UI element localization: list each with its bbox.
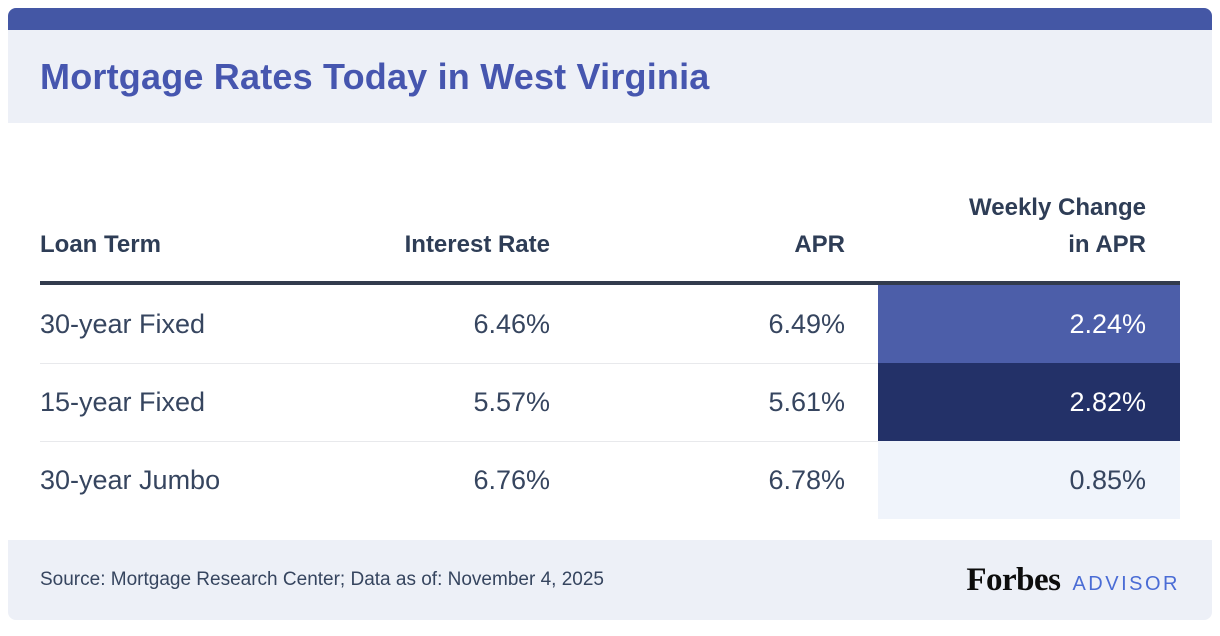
- column-header-apr: APR: [794, 230, 845, 258]
- apr-value: 6.78%: [768, 464, 845, 495]
- loan-term-value: 15-year Fixed: [40, 386, 206, 417]
- forbes-advisor-logo: Forbes ADVISOR: [966, 562, 1180, 599]
- table-row: 30-year Fixed 6.46% 6.49% 2.24%: [40, 285, 1180, 364]
- top-accent-bar: [8, 8, 1212, 30]
- apr-value: 5.61%: [768, 386, 845, 417]
- table-header-row: Loan Term Interest Rate APR Weekly Chang…: [40, 123, 1180, 285]
- interest-rate-value: 6.76%: [473, 464, 550, 495]
- table-row: 15-year Fixed 5.57% 5.61% 2.82%: [40, 363, 1180, 442]
- column-header-interest-rate: Interest Rate: [404, 230, 550, 258]
- column-header-loan-term: Loan Term: [40, 230, 161, 258]
- loan-term-value: 30-year Fixed: [40, 308, 206, 339]
- column-header-weekly-change: Weekly Change in APR: [969, 193, 1146, 258]
- mortgage-rates-card: Mortgage Rates Today in West Virginia Lo…: [0, 8, 1220, 636]
- interest-rate-value: 6.46%: [473, 308, 550, 339]
- apr-value: 6.49%: [768, 308, 845, 339]
- weekly-change-value: 2.24%: [878, 285, 1180, 363]
- card-header: Mortgage Rates Today in West Virginia: [8, 30, 1212, 123]
- weekly-change-value: 2.82%: [878, 363, 1180, 441]
- table-row: 30-year Jumbo 6.76% 6.78% 0.85%: [40, 441, 1180, 519]
- rates-table: Loan Term Interest Rate APR Weekly Chang…: [40, 123, 1180, 519]
- interest-rate-value: 5.57%: [473, 386, 550, 417]
- advisor-wordmark: ADVISOR: [1072, 572, 1180, 595]
- card-footer: Source: Mortgage Research Center; Data a…: [8, 540, 1212, 620]
- forbes-wordmark: Forbes: [966, 561, 1061, 598]
- page-title: Mortgage Rates Today in West Virginia: [40, 55, 710, 97]
- source-note: Source: Mortgage Research Center; Data a…: [40, 569, 604, 590]
- loan-term-value: 30-year Jumbo: [40, 464, 221, 495]
- weekly-change-value: 0.85%: [878, 441, 1180, 519]
